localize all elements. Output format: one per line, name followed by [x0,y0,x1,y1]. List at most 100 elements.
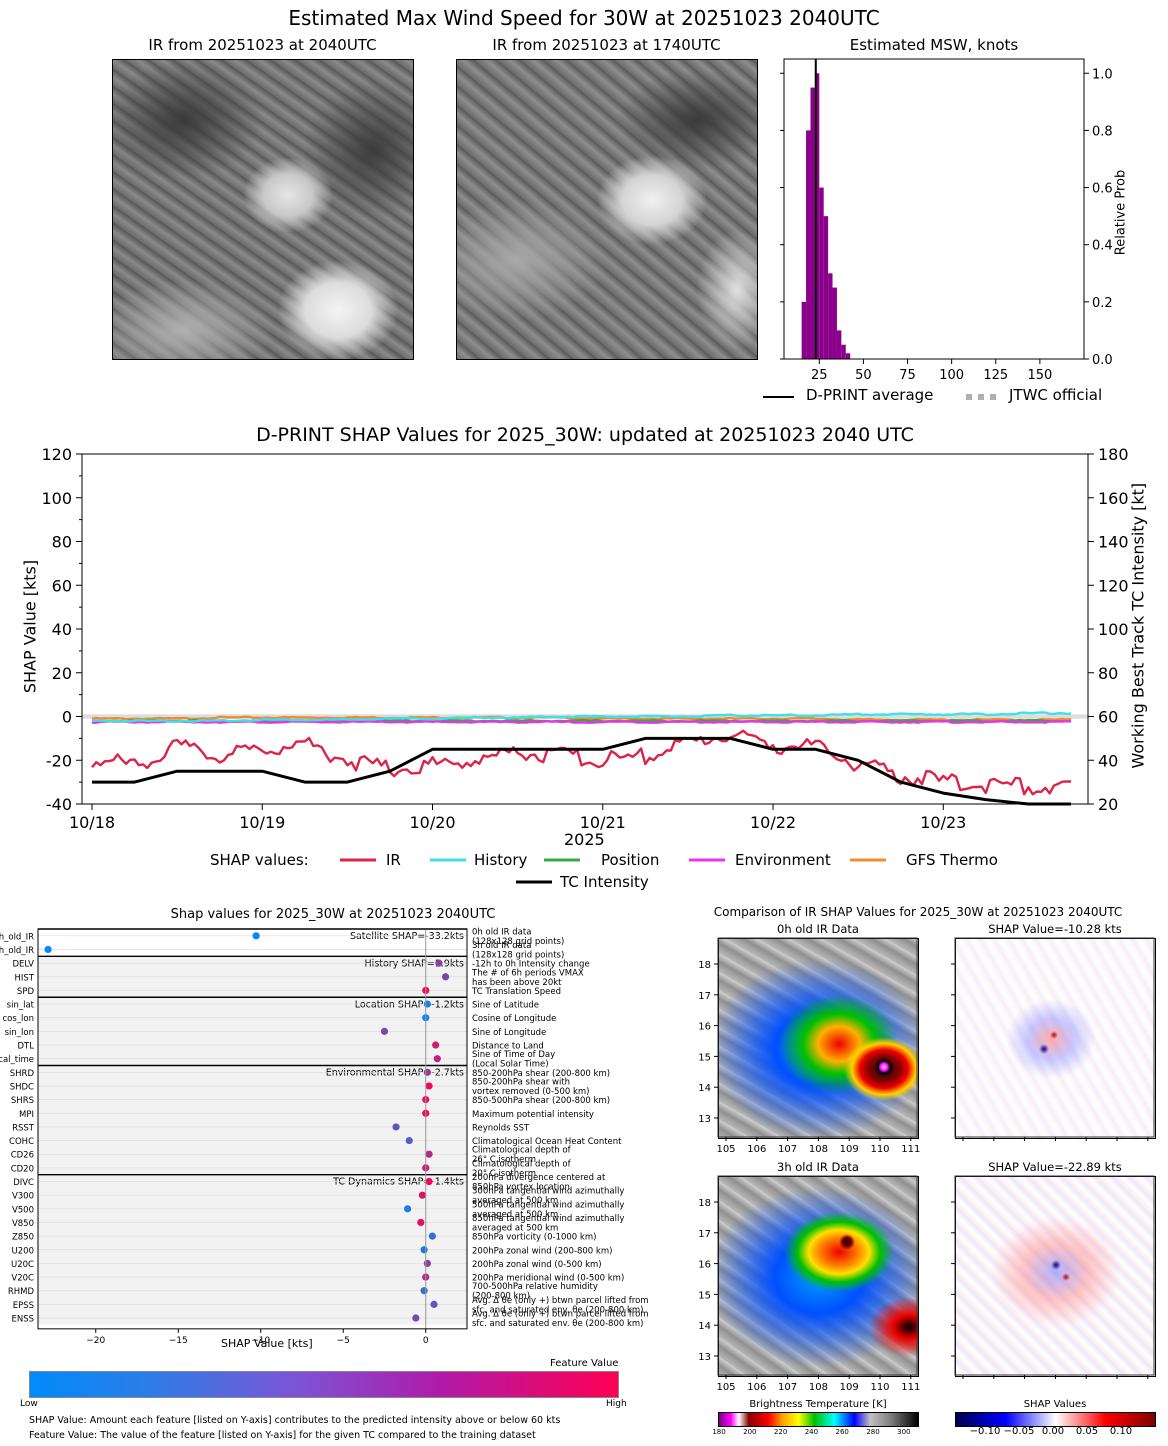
bee-feature-label: CD26 [11,1151,34,1161]
cb1-bar [718,1412,919,1427]
bee-feature-label: 3h_old_IR [0,946,34,956]
hist-bar [823,216,829,359]
bee-feature-desc: Sine of Latitude [472,1001,539,1011]
ts-xtick-label: 10/19 [239,813,285,832]
bee-point-z850 [428,1232,436,1240]
bee-feature-label: U200 [12,1246,34,1256]
hist-bar [810,87,815,360]
ts-xtick-label: 10/22 [750,813,796,832]
ts-ytick-right-label: 120 [1098,576,1129,595]
ts-ytick-left-label: -20 [46,751,72,770]
bee-xtick-label: −15 [169,1336,188,1346]
ts-ytick-right-label: 100 [1098,620,1129,639]
bee-feature-desc: 850hPa tangential wind azimuthally [472,1214,624,1224]
hist-title: Estimated MSW, knots [849,36,1019,54]
ts-ytick-left-label: 100 [41,489,72,508]
cb1-tick-label: 300 [897,1428,910,1436]
cb1-tick-label: 280 [866,1428,879,1436]
cmp-lat-label: 13 [698,1114,711,1125]
bee-group-label: Satellite SHAP=-33.2kts [350,931,464,942]
hist-chart: 25 50 75 100 125 150 0.0 0.2 0.4 0.6 0.8 1.0 [780,58,1113,383]
cmp-lon-label: 105 [716,1144,735,1155]
bee-frame [37,928,468,1330]
bee-feature-label: DTL [18,1042,35,1052]
ts-line-tc-intensity [92,736,1071,806]
bee-feature-desc: sfc. and saturated env. θe (200-800 km) [472,1319,644,1329]
ts-line-history [91,711,1072,723]
bee-feature-label: V850 [12,1219,34,1229]
bee-feature-desc: The # of 6h periods VMAX [471,968,584,978]
bee-feature-label: RHMD [8,1287,35,1297]
bee-feature-desc: (200-800 km) [472,1292,530,1302]
bee-feature-desc: 200hPa zonal wind (200-800 km) [472,1246,612,1256]
shap-ts-ylabel-right: Working Best Track TC Intensity [kt] [1128,482,1148,769]
bee-group-label: Environmental SHAP=-2.7kts [326,1068,464,1079]
bee-feature-label: sin_lon [5,1028,34,1038]
bee-point-shrd [423,1068,431,1076]
bee-feature-desc: Distance to Land [472,1042,544,1052]
bee-group-bg [38,1065,467,1175]
hist-ytick-label: 0.6 [1092,182,1113,197]
bee-feature-desc: Climatological depth of [472,1146,572,1156]
bee-feature-desc: 700-500hPa relative humidity [472,1282,598,1292]
hist-bar [814,73,820,360]
bee-group-label: TC Dynamics SHAP=-1.4kts [332,1177,464,1188]
bee-feature-label: sin_local_time [0,1055,34,1065]
bee-feature-label: sin_lat [7,1001,35,1011]
cmp-lon-label: 107 [778,1144,797,1155]
cmp-lat-label: 18 [698,1198,711,1209]
bee-point-sin_lon [380,1027,389,1035]
hist-legend [763,394,997,400]
bee-feature-desc: Cosine of Longitude [472,1014,556,1024]
ts-ytick-left-label: 80 [52,533,72,552]
bee-feature-label: RSST [12,1123,35,1133]
ts-ytick-left-label: -40 [46,795,72,814]
cmp-lat-label: 16 [698,1022,711,1033]
cmp-lat-label: 14 [698,1083,711,1094]
bee-feature-desc: averaged at 500 km [472,1196,558,1206]
cmp-panel-frame [954,1175,1155,1376]
bee-feature-desc: (128x128 grid points) [472,937,564,947]
legend-position-label: Position [601,851,660,869]
bee-feature-desc: Sine of Longitude [472,1028,546,1038]
bee-chart: Satellite SHAP=-33.2kts History SHAP=1.9k… [0,927,649,1346]
bee-point-dtl [432,1041,440,1049]
bee-feature-label: MPI [19,1110,34,1120]
bee-colorbar [29,1371,619,1398]
bee-point-epss [430,1300,438,1308]
bee-feature-label: DIVC [13,1178,34,1188]
bee-point-0h_old_ir [252,932,260,940]
bee-title: Shap values for 2025_30W at 20251023 204… [170,907,496,922]
bee-xtick-label: −10 [251,1336,270,1346]
ts-ytick-left-label: 120 [41,445,72,464]
bee-point-u20c [423,1259,431,1268]
bee-feature-label: cos_lon [2,1014,34,1024]
compare-title: Comparison of IR SHAP Values for 2025_30… [713,905,1123,919]
cmp-lat-label: 14 [698,1321,711,1332]
compare-p2-title: SHAP Value=-10.28 kts [988,922,1122,936]
hist-bar [828,273,833,359]
hist-xtick-label: 125 [983,368,1008,383]
bee-feature-desc: 500hPa tangential wind azimuthally [472,1200,624,1210]
bee-xtick-label: −20 [86,1336,105,1346]
cmp-lon-label: 110 [870,1382,889,1393]
cb1-tick-label: 260 [836,1428,849,1436]
bee-feature-desc: 850-500hPa shear (200-800 km) [472,1096,610,1106]
bee-feature-desc: 300hPa tangential wind azimuthally [472,1187,624,1197]
bee-point-v500 [404,1205,412,1213]
ir-mid-title: IR from 20251023 at 1740UTC [492,36,721,54]
bee-feature-label: V300 [12,1192,34,1202]
cb2-tick-label: 0.05 [1076,1426,1098,1437]
ir-image-1740utc [456,59,758,360]
hist-xtick-label: 50 [855,368,872,383]
cmp-lon-label: 111 [901,1144,920,1155]
ts-xtick-label: 10/23 [920,813,966,832]
ts-xtick-label: 10/21 [580,813,626,832]
cmp-lat-label: 15 [698,1290,711,1301]
cmp-lon-label: 109 [840,1144,859,1155]
bee-feature-desc: sfc. and saturated env. θe (200-800 km) [472,1305,644,1315]
cb2-bar [955,1412,1156,1427]
bee-footnote-2: Feature Value: The value of the feature … [29,1430,536,1441]
cmp-lon-label: 105 [716,1382,735,1393]
hist-bar [845,353,851,359]
